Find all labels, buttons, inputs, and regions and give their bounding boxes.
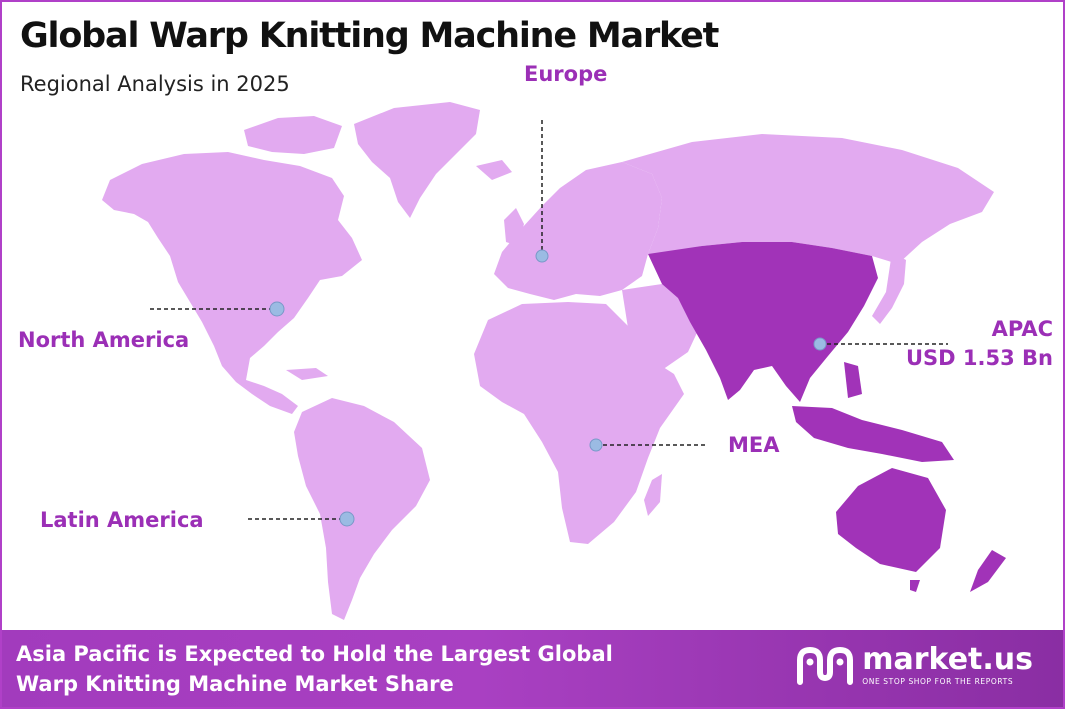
- mea-marker: [589, 438, 603, 452]
- europe-marker: [535, 249, 549, 263]
- page-title: Global Warp Knitting Machine Market: [20, 16, 719, 56]
- north-america-marker: [269, 301, 285, 317]
- map-japan: [872, 252, 906, 324]
- apac-callout: APAC USD 1.53 Bn: [906, 315, 1053, 373]
- map-madagascar: [644, 474, 662, 516]
- map-apac-mainland: [648, 242, 878, 402]
- map-north-america: [102, 152, 362, 414]
- map-apac-islands: [792, 406, 954, 462]
- apac-value: USD 1.53 Bn: [906, 346, 1053, 370]
- map-philippines: [844, 362, 862, 398]
- map-iceland: [476, 160, 512, 180]
- map-south-america: [294, 398, 430, 620]
- page-subtitle: Regional Analysis in 2025: [20, 72, 290, 96]
- map-africa: [474, 302, 684, 544]
- footer-line-1: Asia Pacific is Expected to Hold the Lar…: [16, 642, 613, 666]
- map-new-zealand: [970, 550, 1006, 592]
- footer-line-2: Warp Knitting Machine Market Share: [16, 672, 454, 696]
- latin-america-marker: [339, 511, 355, 527]
- map-arctic-islands: [244, 116, 342, 154]
- north-america-label: North America: [18, 328, 190, 352]
- footer-banner: Asia Pacific is Expected to Hold the Lar…: [2, 630, 1063, 707]
- footer-message: Asia Pacific is Expected to Hold the Lar…: [16, 639, 613, 699]
- latin-america-label: Latin America: [40, 508, 204, 532]
- map-russia: [622, 134, 994, 264]
- brand-name: market.us: [862, 642, 1033, 677]
- europe-label: Europe: [524, 62, 608, 86]
- market-us-logo-icon: [797, 647, 854, 685]
- map-caribbean: [286, 368, 328, 380]
- brand-tagline: ONE STOP SHOP FOR THE REPORTS: [862, 677, 1014, 686]
- brand-logo: market.us ONE STOP SHOP FOR THE REPORTS: [794, 642, 1033, 690]
- map-australia: [836, 468, 946, 572]
- mea-label: MEA: [728, 433, 780, 457]
- map-greenland: [354, 102, 480, 218]
- map-europe: [494, 162, 662, 300]
- apac-label: APAC: [991, 317, 1053, 341]
- map-uk: [504, 208, 524, 246]
- apac-marker: [813, 337, 827, 351]
- map-tasmania: [910, 580, 920, 592]
- world-map: [102, 102, 1006, 620]
